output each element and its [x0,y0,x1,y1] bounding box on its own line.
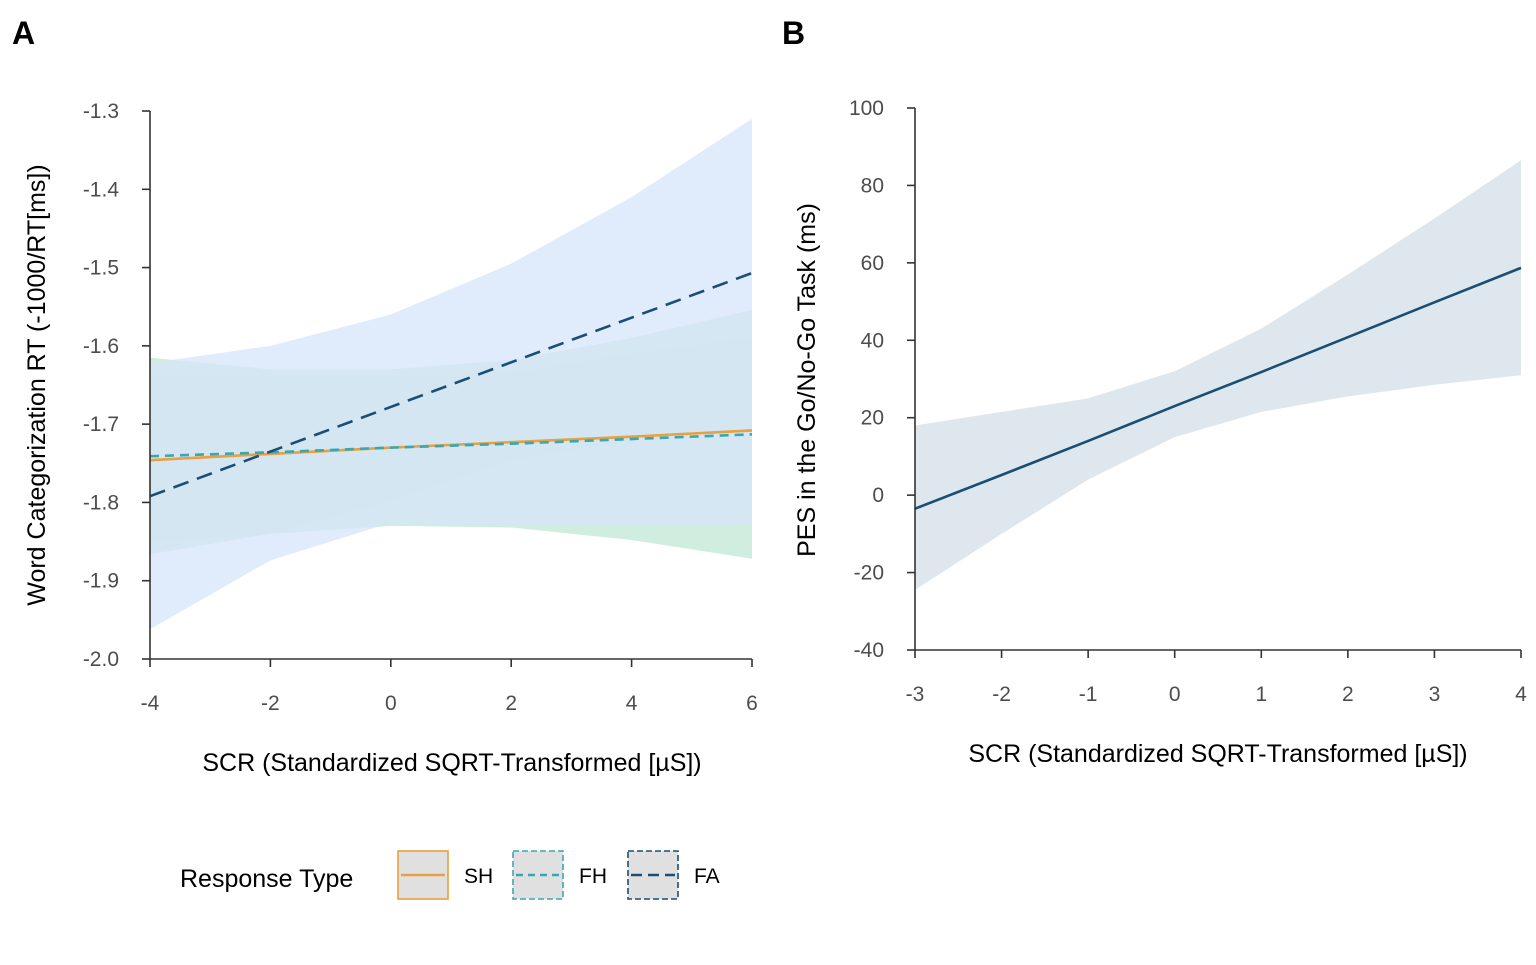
panel-b-y-tick-label: 80 [861,174,884,197]
panel-b-y-tick-label: 100 [849,97,884,120]
panel-b-plot: -40 -20 0 20 40 60 80 100 -3 -2 -1 0 1 2 3 4 [849,97,1527,706]
panel-b-y-tick-label: 40 [861,329,884,352]
legend: Response Type SH FH FA [180,850,720,900]
panel-a-y-tick-label: -1.6 [83,335,119,358]
panel-a-y-tick-label: -1.3 [83,100,119,123]
panel-a-plot: -2.0 -1.9 -1.8 -1.7 -1.6 -1.5 -1.4 -1.3 -4 -2 0 2 4 6 [83,100,758,715]
panel-a-x-tick-label: -2 [261,692,280,715]
panel-b-series-line-0 [914,266,1522,510]
panel-b-y-tick-label: -40 [854,639,884,662]
panel-a-x-tick-label: 6 [746,692,758,715]
panel-a-y-tick-label: -1.8 [83,491,119,514]
panel-b-x-tick-label: -3 [906,683,925,706]
panel-a-x-tick-label: 2 [505,692,517,715]
legend-label-fa: FA [694,865,720,888]
panel-a-series-line-fa [149,271,753,498]
panel-a-x-tick-label: 0 [385,692,397,715]
panel-a-ci-band-fa [150,118,752,630]
panel-b-x-tick-label: -1 [1079,683,1098,706]
panel-b-x-tick-label: 0 [1169,683,1181,706]
panel-b-x-tick-label: 1 [1255,683,1267,706]
panel-b-x-tick-label: -2 [992,683,1011,706]
panel-b-y-tick-label: -20 [854,562,884,585]
panel-a-x-tick-label: 4 [626,692,638,715]
panel-b-ci-band-0 [915,160,1521,590]
panel-b-x-axis-title: SCR (Standardized SQRT-Transformed [µS]) [968,740,1467,768]
legend-label-fh: FH [579,865,607,888]
legend-label-sh: SH [464,865,493,888]
panel-a-x-axis-title: SCR (Standardized SQRT-Transformed [µS]) [202,749,701,777]
panel-b-x-tick-label: 2 [1342,683,1354,706]
panel-a-y-tick-label: -1.7 [83,413,119,436]
panel-a-y-tick-label: -1.4 [83,178,120,201]
panel-b-x-tick-label: 4 [1515,683,1527,706]
panel-b-letter: B [782,15,805,51]
panel-a-series-line-fh [149,433,753,458]
legend-title: Response Type [180,865,353,893]
panel-a-letter: A [12,15,35,51]
panel-b-y-tick-label: 0 [872,484,884,507]
panel-a-y-tick-label: -1.9 [83,570,119,593]
panel-b-y-tick-label: 60 [861,252,884,275]
panel-a-y-tick-label: -1.5 [83,257,119,280]
panel-b-y-tick-label: 20 [861,407,884,430]
panel-b-y-axis-title: PES in the Go/No-Go Task (ms) [793,203,821,557]
panel-a-x-tick-label: -4 [141,692,160,715]
panel-b-x-tick-label: 3 [1429,683,1441,706]
panel-a-y-tick-label: -2.0 [83,648,119,671]
panel-a-y-axis-title: Word Categorization RT (-1000/RT[ms]) [23,164,51,605]
